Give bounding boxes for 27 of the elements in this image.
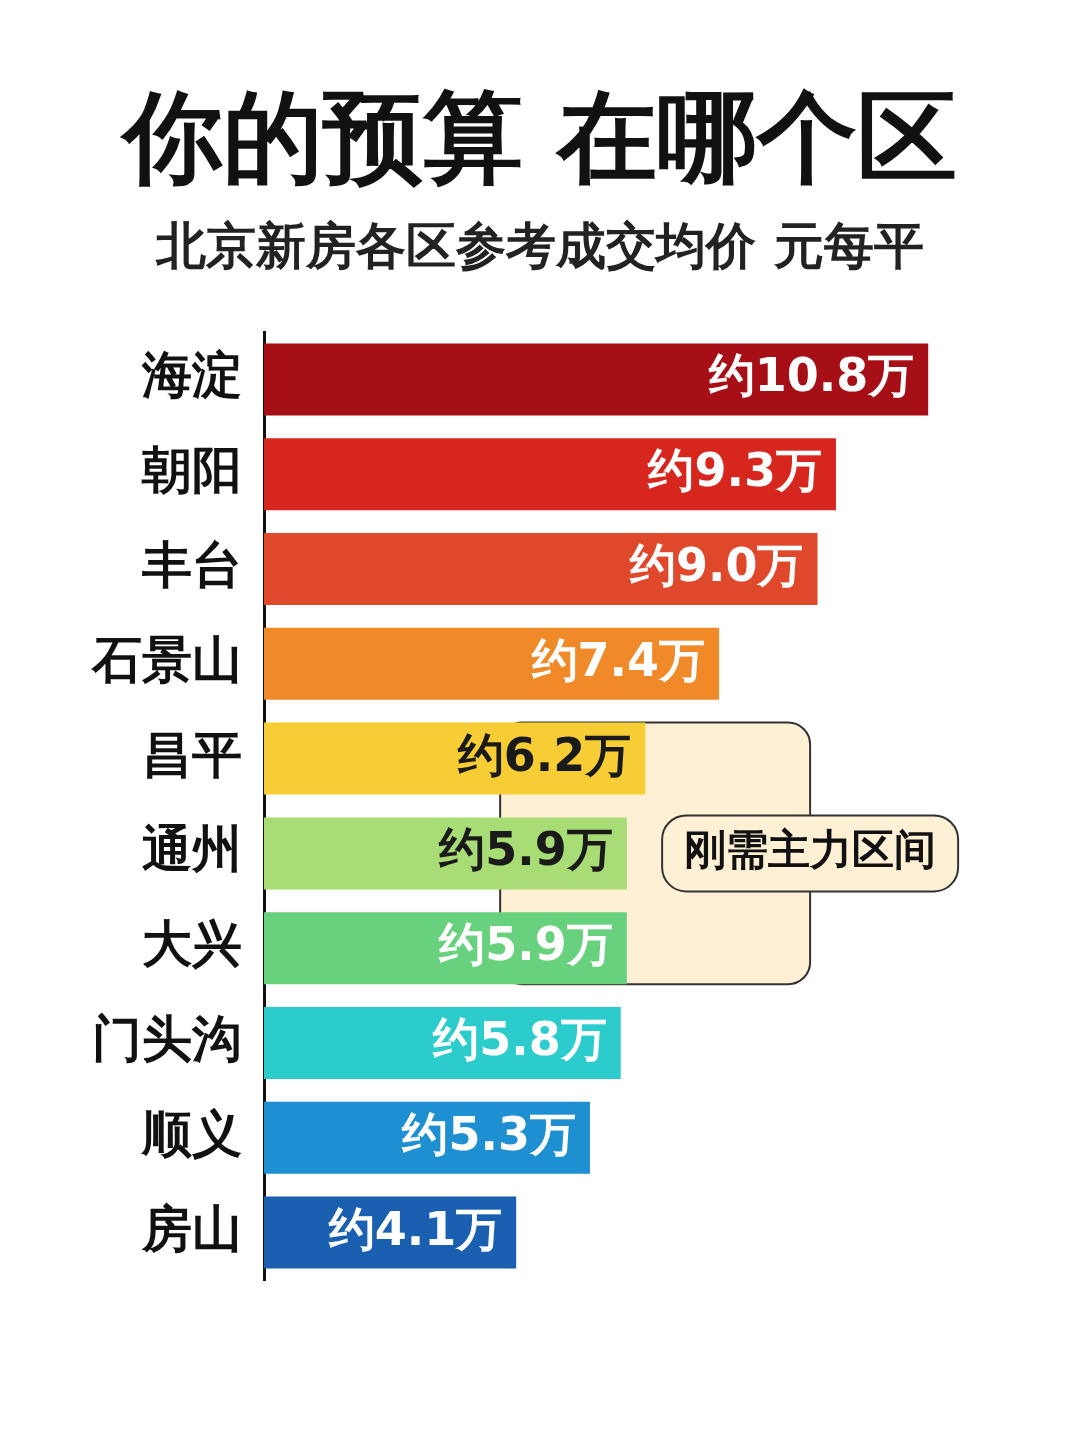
y-tick-label: 大兴	[142, 915, 242, 974]
data-label: 约9.0万	[629, 537, 804, 592]
data-label: 约5.3万	[401, 1106, 576, 1161]
band-label: 刚需主力区间	[684, 825, 937, 875]
bar	[264, 343, 929, 416]
bar	[264, 627, 720, 700]
y-tick-label: 通州	[142, 820, 242, 879]
bar	[264, 438, 836, 511]
chart-title: 你的预算 在哪个区	[119, 79, 959, 196]
y-tick-label: 朝阳	[141, 441, 242, 500]
y-tick-label: 昌平	[142, 725, 242, 784]
data-label: 约5.9万	[438, 917, 613, 972]
data-label: 约10.8万	[707, 348, 915, 403]
chart-subtitle: 北京新房各区参考成交均价 元每平	[154, 216, 925, 277]
y-tick-label: 石景山	[90, 630, 242, 689]
y-tick-label: 海淀	[141, 346, 242, 405]
data-label: 约5.8万	[432, 1011, 607, 1066]
bar	[264, 532, 818, 606]
data-label: 约9.3万	[647, 443, 822, 498]
data-label: 约5.9万	[438, 822, 613, 877]
y-tick-label: 门头沟	[92, 1009, 242, 1068]
y-tick-label: 丰台	[141, 535, 242, 594]
data-label: 约6.2万	[456, 727, 632, 782]
data-label: 约7.4万	[530, 632, 706, 687]
y-tick-label: 顺义	[140, 1104, 242, 1163]
data-label: 约4.1万	[327, 1201, 503, 1256]
y-tick-label: 房山	[141, 1199, 242, 1258]
